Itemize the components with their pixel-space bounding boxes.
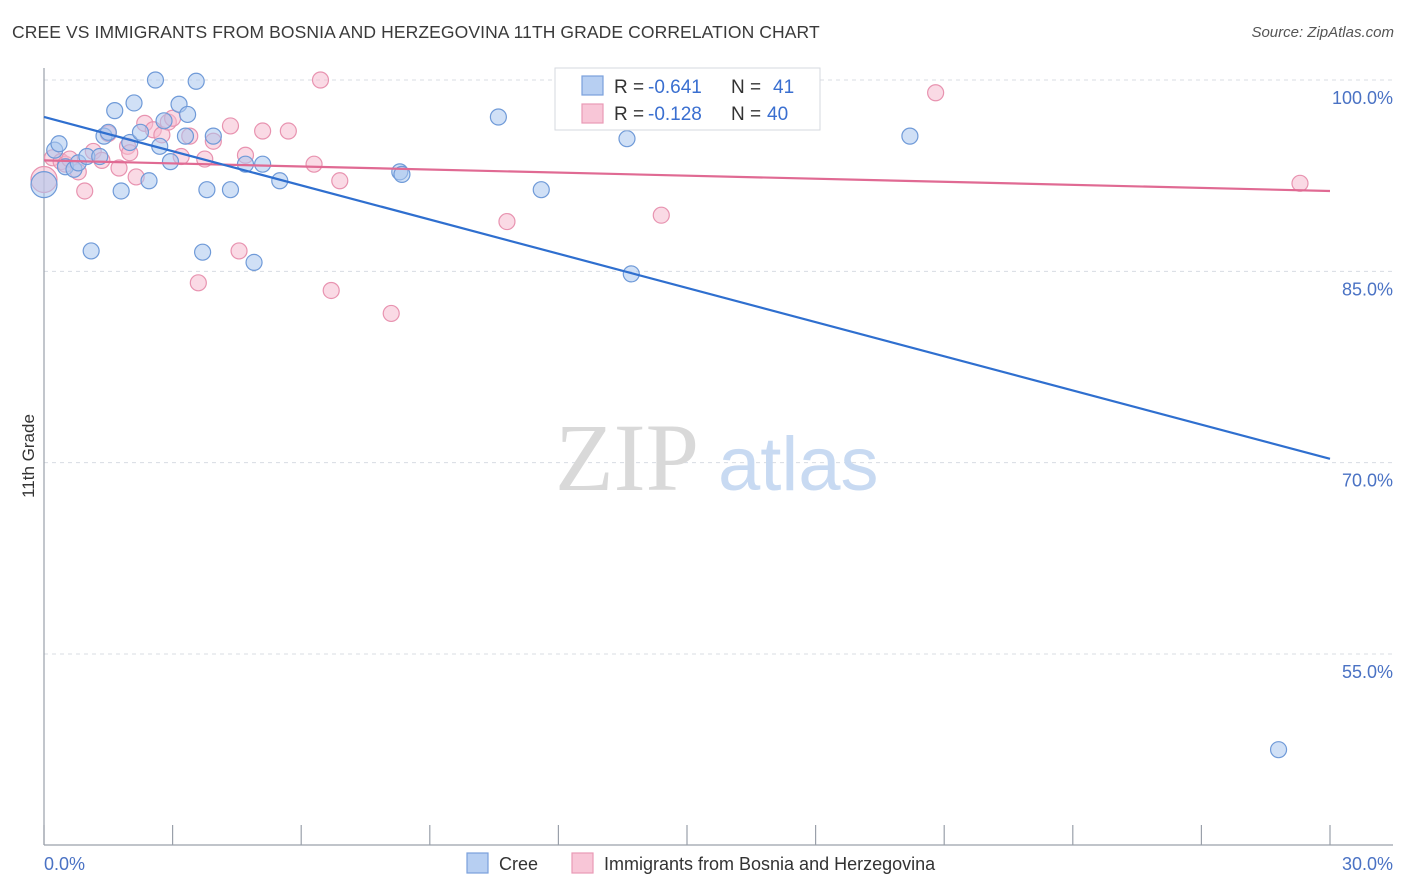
cree-points (30, 71, 1288, 759)
cree-point-24 (187, 72, 205, 90)
y-axis-title: 11th Grade (19, 414, 38, 498)
cree-point-15 (131, 123, 150, 141)
y-tick-label-1: 85.0% (1342, 279, 1393, 299)
cree-point-28 (221, 181, 240, 199)
cree-point-26 (198, 181, 216, 199)
x-tick-label-min: 0.0% (44, 854, 85, 874)
bosnia-trend-line (43, 159, 1331, 193)
trend-lines (43, 115, 1331, 460)
y-tick-labels: 100.0% 85.0% 70.0% 55.0% (1332, 88, 1393, 682)
stats-legend: R = -0.641 N = 41 R = -0.128 N = 40 (554, 67, 821, 131)
bosnia-point-30 (311, 71, 330, 89)
cree-point-11 (106, 102, 124, 120)
y-tick-label-3: 55.0% (1342, 662, 1393, 682)
bosnia-point-35 (652, 206, 670, 224)
cree-point-19 (155, 112, 173, 130)
cree-point-7 (82, 242, 100, 260)
stats-n-label-cree: N = (731, 77, 761, 98)
stats-r-value-bosnia: -0.128 (648, 104, 702, 125)
cree-point-23 (179, 105, 197, 124)
cree-point-37 (618, 130, 636, 148)
watermark-atlas: atlas (718, 422, 879, 507)
bosnia-point-37 (1291, 174, 1309, 192)
bosnia-point-6 (76, 182, 94, 200)
cree-point-36 (532, 181, 550, 199)
series-legend: Cree Immigrants from Bosnia and Herzegov… (466, 852, 936, 874)
cree-point-39 (901, 127, 919, 145)
cree-point-27 (204, 127, 222, 145)
stats-r-value-cree: -0.641 (648, 77, 702, 98)
bosnia-point-33 (382, 304, 400, 323)
watermark: ZIP atlas (555, 404, 879, 511)
watermark-zip: ZIP (555, 404, 699, 511)
cree-point-25 (194, 243, 212, 261)
cree-point-0 (30, 170, 58, 199)
bosnia-point-21 (189, 274, 207, 292)
bosnia-point-36 (927, 84, 945, 102)
cree-point-31 (254, 155, 272, 173)
cree-trend-line (43, 115, 1331, 460)
cree-point-34 (393, 165, 411, 183)
bosnia-point-27 (254, 122, 272, 140)
legend-label-cree: Cree (499, 854, 538, 874)
legend-swatch-bosnia (571, 852, 594, 874)
cree-point-20 (161, 153, 180, 171)
cree-point-35 (489, 108, 507, 126)
cree-point-16 (140, 172, 158, 190)
bosnia-point-32 (331, 172, 349, 190)
cree-point-22 (176, 127, 195, 145)
chart-source: Source: ZipAtlas.com (1251, 24, 1394, 41)
stats-r-label-cree: R = (614, 77, 644, 98)
cree-point-30 (245, 253, 263, 272)
legend-label-bosnia: Immigrants from Bosnia and Herzegovina (604, 854, 936, 874)
bosnia-point-31 (322, 281, 340, 300)
cree-point-14 (125, 94, 143, 112)
stats-legend-swatch-bosnia (581, 103, 604, 124)
cree-point-40 (1269, 741, 1288, 759)
stats-legend-swatch-cree (581, 75, 604, 96)
cree-point-12 (112, 182, 130, 200)
y-tick-label-2: 70.0% (1342, 471, 1393, 491)
stats-r-label-bosnia: R = (614, 104, 644, 125)
cree-point-2 (50, 135, 68, 153)
bosnia-point-28 (279, 122, 297, 140)
bosnia-point-25 (230, 242, 248, 260)
stats-n-value-bosnia: 40 (767, 104, 788, 125)
y-tick-label-0: 100.0% (1332, 88, 1393, 108)
bosnia-point-10 (110, 159, 128, 177)
chart-title: CREE VS IMMIGRANTS FROM BOSNIA AND HERZE… (12, 22, 820, 42)
stats-n-value-cree: 41 (773, 77, 794, 98)
bosnia-point-34 (498, 212, 516, 231)
bosnia-point-24 (221, 117, 240, 135)
stats-n-label-bosnia: N = (731, 104, 761, 125)
x-tick-label-max: 30.0% (1342, 854, 1393, 874)
cree-point-17 (146, 71, 165, 89)
legend-swatch-cree (466, 852, 489, 874)
bosnia-point-29 (305, 155, 323, 173)
